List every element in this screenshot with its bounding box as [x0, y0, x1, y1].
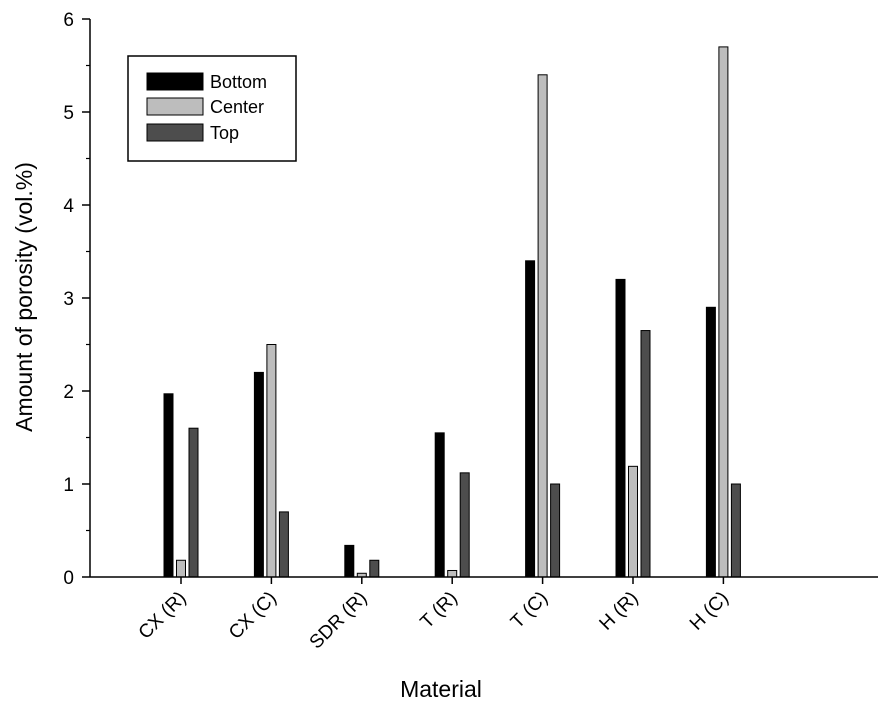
x-tick-label: SDR (R)	[306, 588, 372, 654]
bar-bottom	[615, 278, 626, 578]
y-tick-label: 0	[63, 568, 74, 589]
legend-swatch-bottom	[146, 72, 204, 91]
bar-center	[176, 559, 186, 578]
x-tick-label: H (C)	[686, 588, 733, 635]
x-tick-label: H (R)	[596, 588, 643, 635]
bar-top	[188, 427, 199, 578]
y-axis-title: Amount of porosity (vol.%)	[11, 162, 37, 432]
x-tick-label: T (R)	[417, 588, 462, 633]
bar-top	[730, 483, 741, 578]
bar-bottom	[705, 306, 716, 578]
bar-bottom	[525, 260, 536, 578]
legend-swatch-top	[146, 123, 204, 142]
x-axis-title: Material	[400, 676, 482, 701]
legend-label-top: Top	[210, 123, 239, 143]
bars-group	[163, 46, 741, 578]
y-tick-label: 3	[63, 289, 74, 310]
bar-bottom	[344, 544, 355, 578]
legend-label-center: Center	[210, 97, 264, 117]
x-tick-label: CX (R)	[135, 588, 191, 644]
y-tick-label: 5	[63, 103, 74, 124]
y-tick-label: 6	[63, 10, 74, 31]
bar-bottom	[163, 393, 174, 578]
bar-top	[459, 472, 470, 578]
bar-center	[537, 74, 548, 578]
x-tick-label: T (C)	[507, 588, 552, 633]
x-axis: CX (R) CX (C) SDR (R) T (R) T (C) H (R) H (C)	[90, 576, 878, 654]
bar-center	[628, 465, 638, 578]
y-tick-label: 4	[63, 196, 74, 217]
bar-top	[550, 483, 561, 578]
bar-top	[369, 559, 380, 578]
legend-label-bottom: Bottom	[210, 72, 267, 92]
bar-top	[640, 330, 651, 578]
y-tick-label: 2	[63, 382, 74, 403]
bar-bottom	[253, 371, 264, 578]
bar-top	[278, 511, 289, 578]
legend-swatch-center	[146, 97, 204, 116]
bar-center	[266, 344, 277, 578]
bar-bottom	[434, 432, 445, 578]
y-tick-label: 1	[63, 475, 74, 496]
bar-center	[718, 46, 729, 578]
bar-center	[447, 569, 458, 578]
y-axis: 0 1 2 3 4 5 6	[63, 10, 91, 589]
legend: Bottom Center Top	[127, 55, 297, 162]
x-tick-label: CX (C)	[225, 588, 281, 644]
